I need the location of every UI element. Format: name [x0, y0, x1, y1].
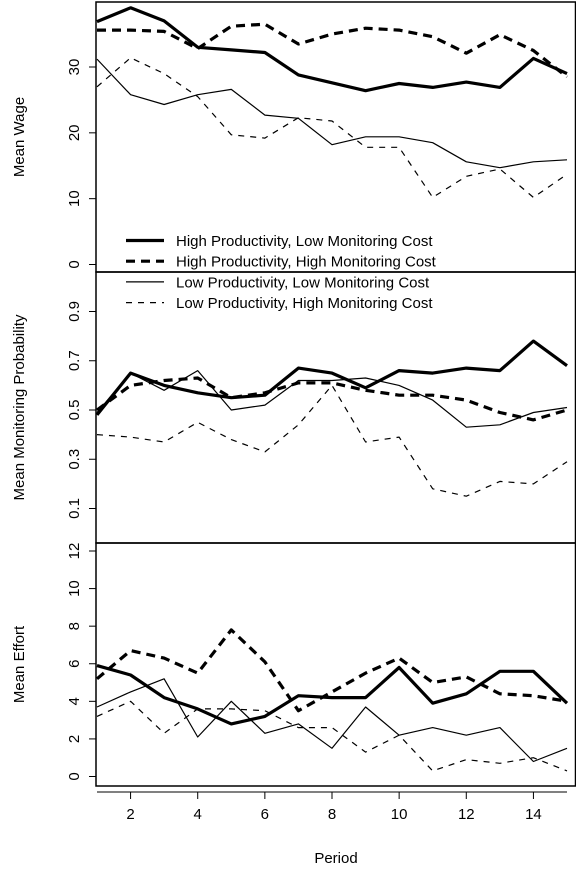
- plot-frame: [95, 1, 576, 273]
- legend-label: Low Productivity, High Monitoring Cost: [176, 295, 433, 312]
- series-line-thick-dashed: [96, 376, 568, 422]
- series-line-thin-solid: [96, 370, 568, 428]
- panel-2: 0.1 0.3 0.5 0.7 0.9 Mean Monitoring Probabili…: [11, 271, 576, 544]
- plot-frame: [95, 542, 576, 787]
- plot-frame: [95, 271, 576, 544]
- x-tick-label: 10: [391, 806, 408, 823]
- panel-3: 0 2 4 6 8 10 12 Mean Effort 2 4 6 8 10 12 14 Period: [11, 542, 576, 867]
- x-tick-label: 2: [126, 806, 134, 823]
- y-tick-label: 0: [66, 772, 83, 780]
- series-line-thin-dashed: [96, 700, 568, 772]
- y-tick-label: 8: [66, 622, 83, 630]
- series-line-thick-solid: [95, 339, 568, 416]
- y-tick-label: 0.3: [66, 449, 83, 470]
- legend: High Productivity, Low Monitoring Cost Hi…: [126, 233, 437, 312]
- y-tick-label: 0.9: [66, 301, 83, 322]
- y-axis-label: Mean Wage: [11, 97, 28, 177]
- y-axis-label: Mean Monitoring Probability: [11, 314, 28, 500]
- x-tick-label: 12: [458, 806, 475, 823]
- series-line-thin-solid: [96, 58, 568, 169]
- x-axis-label: Period: [314, 850, 357, 867]
- y-tick-label: 10: [66, 190, 83, 207]
- legend-label: Low Productivity, Low Monitoring Cost: [176, 274, 430, 291]
- x-tick-label: 14: [525, 806, 542, 823]
- y-tick-label: 6: [66, 660, 83, 668]
- series-line-thin-dashed: [96, 384, 568, 497]
- y-tick-label: 0: [66, 260, 83, 268]
- y-tick-label: 4: [66, 697, 83, 705]
- y-tick-label: 12: [66, 543, 83, 560]
- panel-1: 0 10 20 30 Mean Wage: [11, 1, 576, 273]
- legend-label: High Productivity, Low Monitoring Cost: [176, 233, 433, 250]
- y-tick-label: 0.1: [66, 498, 83, 519]
- series-line-thick-dashed: [97, 22, 568, 79]
- series-line-thick-solid: [96, 664, 569, 726]
- series-line-thin-dashed: [96, 57, 568, 198]
- x-tick-label: 6: [261, 806, 269, 823]
- x-tick-label: 8: [328, 806, 336, 823]
- y-axis-label: Mean Effort: [11, 625, 28, 703]
- y-tick-label: 30: [66, 59, 83, 76]
- series-line-thin-solid: [96, 678, 568, 763]
- y-tick-label: 0.7: [66, 350, 83, 371]
- y-tick-label: 10: [66, 580, 83, 597]
- x-tick-label: 4: [194, 806, 202, 823]
- series-line-thick-dashed: [95, 628, 568, 713]
- legend-label: High Productivity, High Monitoring Cost: [176, 254, 437, 271]
- y-tick-label: 2: [66, 735, 83, 743]
- y-tick-label: 0.5: [66, 400, 83, 421]
- series-line-thick-solid: [96, 6, 568, 93]
- y-tick-label: 20: [66, 124, 83, 141]
